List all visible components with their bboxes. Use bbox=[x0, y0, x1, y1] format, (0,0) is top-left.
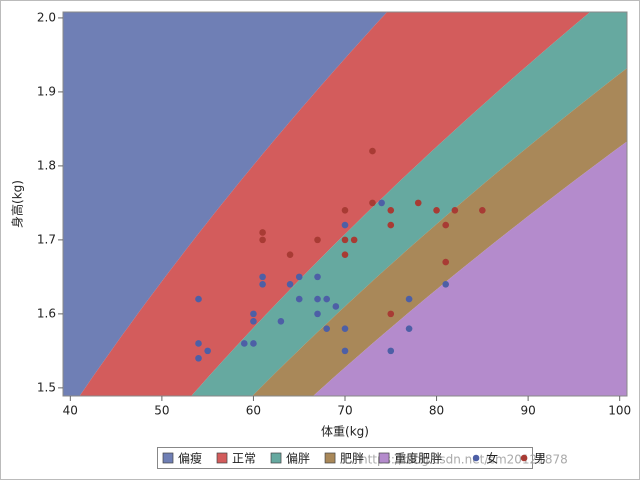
legend-swatch bbox=[270, 452, 282, 464]
legend-label: 女 bbox=[486, 451, 498, 466]
point bbox=[195, 295, 202, 303]
point bbox=[259, 236, 266, 244]
band bbox=[252, 68, 627, 396]
point bbox=[479, 206, 486, 214]
bands bbox=[63, 12, 627, 396]
x-tick-label: 80 bbox=[429, 404, 444, 418]
legend-swatch bbox=[162, 452, 174, 464]
point bbox=[323, 325, 330, 332]
point bbox=[341, 347, 349, 355]
point bbox=[314, 236, 321, 244]
legend-swatch bbox=[216, 452, 228, 464]
band bbox=[79, 12, 591, 396]
x-tick-label: 90 bbox=[520, 404, 535, 418]
point bbox=[442, 221, 450, 229]
point bbox=[295, 273, 303, 281]
point bbox=[259, 280, 266, 288]
legend-box bbox=[157, 447, 533, 469]
legend-label: 正常 bbox=[232, 452, 256, 466]
point bbox=[277, 317, 285, 325]
point bbox=[341, 236, 349, 244]
x-tick-label: 40 bbox=[63, 404, 78, 418]
point bbox=[314, 273, 321, 281]
legend-label: 偏胖 bbox=[286, 451, 310, 466]
point bbox=[369, 147, 376, 155]
point bbox=[387, 347, 395, 355]
point bbox=[195, 354, 202, 362]
legend-swatch bbox=[324, 452, 336, 464]
legend-marker bbox=[472, 454, 480, 462]
point bbox=[451, 206, 459, 214]
point bbox=[341, 251, 349, 258]
legend-label: 偏瘦 bbox=[178, 451, 202, 466]
point bbox=[314, 310, 321, 318]
legend-swatch bbox=[378, 452, 390, 464]
y-tick-label: 1.8 bbox=[37, 158, 56, 172]
point bbox=[414, 199, 422, 207]
point bbox=[405, 295, 413, 303]
x-tick-label: 60 bbox=[246, 404, 261, 418]
y-tick-label: 1.7 bbox=[37, 232, 56, 246]
point bbox=[378, 199, 385, 207]
legend-label: 男 bbox=[534, 452, 546, 466]
point bbox=[433, 206, 440, 214]
y-tick-label: 1.9 bbox=[37, 84, 56, 98]
point bbox=[286, 280, 294, 288]
y-tick-label: 1.6 bbox=[37, 306, 56, 320]
point bbox=[259, 229, 266, 236]
point bbox=[204, 347, 211, 355]
point bbox=[369, 199, 376, 207]
point bbox=[250, 310, 257, 318]
point bbox=[250, 317, 257, 325]
band bbox=[63, 12, 388, 396]
point bbox=[442, 280, 450, 288]
x-axis-label: 体重(kg) bbox=[321, 425, 369, 439]
x-tick-label: 100 bbox=[608, 404, 631, 418]
point bbox=[341, 325, 349, 332]
legend-marker bbox=[520, 454, 528, 462]
point bbox=[405, 325, 413, 332]
point bbox=[341, 206, 349, 214]
x-tick-label: 50 bbox=[154, 404, 169, 418]
point bbox=[240, 340, 248, 347]
point bbox=[332, 303, 340, 310]
point bbox=[259, 273, 266, 281]
point bbox=[295, 295, 303, 303]
x-tick-label: 70 bbox=[337, 404, 352, 418]
point bbox=[387, 310, 395, 318]
point bbox=[387, 206, 395, 214]
legend-label: 重度肥胖 bbox=[394, 451, 442, 466]
point bbox=[387, 221, 395, 229]
y-tick-label: 1.5 bbox=[37, 380, 56, 394]
band bbox=[313, 141, 627, 396]
point bbox=[195, 340, 202, 347]
legend-label: 肥胖 bbox=[340, 452, 364, 466]
point bbox=[341, 221, 349, 229]
y-axis-label: 身高(kg) bbox=[10, 180, 25, 228]
points bbox=[195, 147, 486, 362]
point bbox=[250, 340, 257, 347]
point bbox=[286, 251, 294, 258]
point bbox=[442, 258, 450, 266]
y-tick-label: 2.0 bbox=[37, 10, 56, 24]
point bbox=[323, 295, 330, 303]
point bbox=[350, 236, 358, 244]
watermark: https://blog.csdn.net/cm20121878 bbox=[360, 453, 568, 467]
point bbox=[314, 295, 321, 303]
